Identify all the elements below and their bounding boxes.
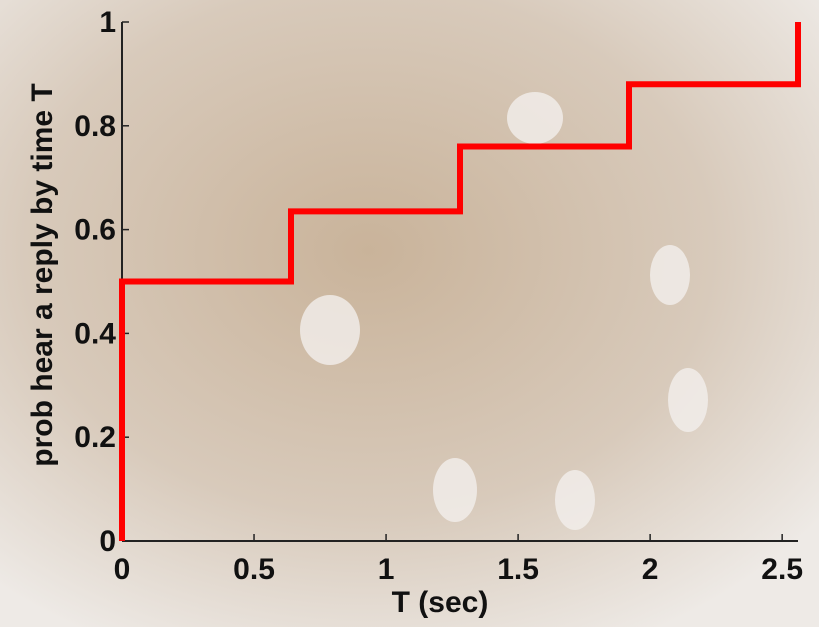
y-tick-label: 0.2 [74, 421, 116, 454]
y-tick-label: 0.6 [74, 214, 116, 247]
x-tick-label: 2.5 [761, 553, 803, 586]
decor [507, 92, 563, 144]
y-tick-label: 0.8 [74, 110, 116, 143]
decor [300, 295, 360, 365]
decor [668, 368, 708, 432]
x-tick-label: 1 [378, 553, 395, 586]
decor [555, 470, 595, 530]
x-tick-label: 2 [642, 553, 659, 586]
y-tick-label: 0.4 [74, 317, 116, 350]
decor [433, 458, 477, 522]
x-tick-label: 0.5 [233, 553, 275, 586]
data-line [119, 22, 801, 541]
y-tick-label: 0 [99, 525, 116, 558]
decor [650, 245, 690, 305]
y-tick-label: 1 [99, 6, 116, 39]
x-tick-label: 1.5 [497, 553, 539, 586]
x-axis-label: T (sec) [392, 586, 489, 619]
x-tick-label: 0 [114, 553, 131, 586]
y-axis-label: prob hear a reply by time T [26, 83, 59, 466]
